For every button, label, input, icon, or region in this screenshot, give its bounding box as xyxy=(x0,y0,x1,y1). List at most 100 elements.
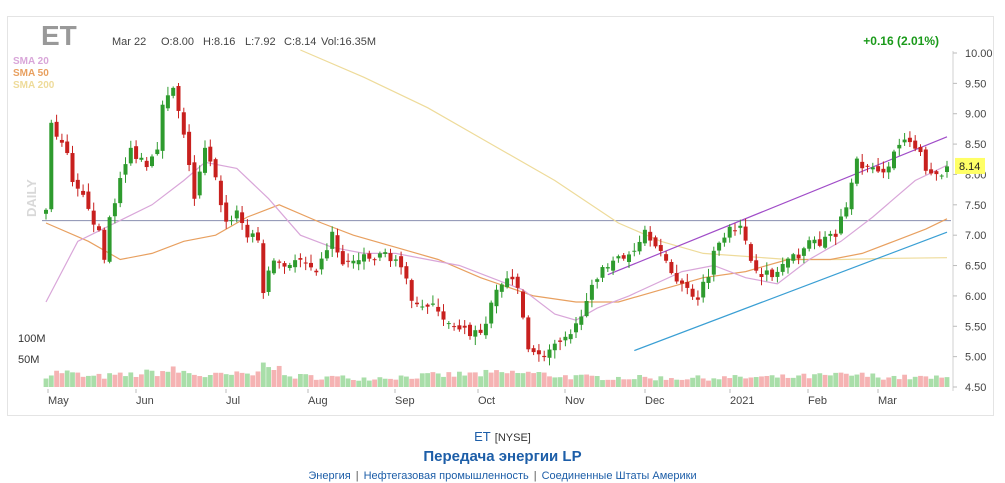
volume-bar xyxy=(255,371,261,387)
candle-body xyxy=(415,302,419,305)
candle-body xyxy=(468,324,472,337)
volume-bar xyxy=(419,373,425,387)
volume-bar xyxy=(737,376,743,387)
volume-bar xyxy=(377,377,383,387)
candle-body xyxy=(377,253,382,258)
candle-body xyxy=(383,252,388,254)
candle-body xyxy=(340,251,345,265)
candle-body xyxy=(203,147,207,173)
candle-body xyxy=(929,169,934,174)
separator-bar: | xyxy=(533,470,537,482)
company-name-link[interactable]: Передача энергии LP xyxy=(423,448,582,465)
x-tick-label: Mar xyxy=(878,395,897,407)
candle-body xyxy=(605,267,610,269)
candle-body xyxy=(754,260,759,271)
candle-body xyxy=(770,269,775,278)
category-industry-link[interactable]: Нефтегазовая промышленность xyxy=(363,470,529,482)
volume-bar xyxy=(117,372,123,387)
volume-bar xyxy=(902,374,907,387)
volume-bar xyxy=(669,378,674,387)
volume-bar xyxy=(335,376,340,387)
candle-body xyxy=(536,350,541,355)
candle-body xyxy=(600,267,605,278)
volume-bar xyxy=(684,379,690,387)
sma200-line xyxy=(300,49,948,261)
candle-body xyxy=(430,303,435,305)
candle-body xyxy=(876,166,881,172)
volume-bar xyxy=(101,378,107,387)
candle-body xyxy=(526,317,531,350)
volume-bar xyxy=(822,374,828,387)
candle-body xyxy=(531,348,536,353)
volume-bar xyxy=(128,372,134,387)
quote-open: O:8.00 xyxy=(161,36,194,48)
candle-body xyxy=(309,262,313,268)
volume-bar xyxy=(616,376,621,387)
volume-bar xyxy=(361,377,367,387)
candle-body xyxy=(330,231,335,249)
volume-bar xyxy=(510,370,515,387)
y-tick-label: 4.50 xyxy=(965,382,986,394)
candle-body xyxy=(155,149,160,155)
volume-label-50m: 50M xyxy=(18,354,39,366)
volume-bar xyxy=(202,377,208,387)
candle-body xyxy=(70,153,75,183)
volume-bar xyxy=(48,375,54,387)
volume-bar xyxy=(144,369,150,387)
volume-bar xyxy=(679,379,685,387)
volume-bar xyxy=(435,373,441,387)
category-sector-link[interactable]: Энергия xyxy=(308,470,351,482)
candle-body xyxy=(685,281,690,288)
volume-bar xyxy=(366,380,372,387)
candle-body xyxy=(399,256,404,268)
volume-bar xyxy=(43,378,49,387)
candle-body xyxy=(171,87,176,96)
candle-body xyxy=(319,258,324,270)
candle-body xyxy=(473,330,478,337)
footer-ticker-symbol[interactable]: ET xyxy=(474,429,491,444)
volume-bar xyxy=(928,378,934,387)
candle-body xyxy=(86,191,91,209)
volume-bar xyxy=(451,376,457,387)
candle-body xyxy=(817,239,822,246)
legend-sma50: SMA 50 xyxy=(13,68,49,79)
candle-body xyxy=(160,104,165,151)
candle-body xyxy=(706,277,711,283)
x-tick-label: Jun xyxy=(136,395,154,407)
candle-body xyxy=(632,250,637,252)
volume-bar xyxy=(843,373,849,387)
volume-bar xyxy=(393,379,399,387)
footer-exchange: [NYSE] xyxy=(494,432,531,444)
candle-body xyxy=(505,278,510,288)
y-tick-label: 9.00 xyxy=(965,109,986,121)
candle-body xyxy=(81,190,86,195)
volume-bar xyxy=(441,376,446,387)
candle-body xyxy=(934,171,939,175)
candle-body xyxy=(139,157,144,160)
volume-bar xyxy=(578,374,584,387)
category-country-link[interactable]: Соединенные Штаты Америки xyxy=(541,470,697,482)
volume-bar xyxy=(812,374,817,387)
volume-bar xyxy=(875,377,881,387)
candle-body xyxy=(563,336,568,341)
volume-bar xyxy=(563,375,568,387)
volume-bar xyxy=(139,374,144,387)
volume-bar xyxy=(775,377,780,387)
last-price-tag xyxy=(955,157,985,174)
candle-body xyxy=(547,349,552,358)
volume-bar xyxy=(891,375,897,387)
volume-bar xyxy=(382,378,388,387)
volume-bar xyxy=(388,378,393,387)
x-tick-label: Oct xyxy=(478,395,495,407)
volume-bar xyxy=(817,373,823,387)
volume-bar xyxy=(313,379,319,387)
candle-body xyxy=(727,226,732,238)
volume-bar xyxy=(706,380,711,387)
volume-bar xyxy=(308,375,314,387)
candle-body xyxy=(913,140,918,149)
candle-body xyxy=(558,340,563,342)
volume-bar xyxy=(859,372,865,387)
volume-bar xyxy=(722,376,727,387)
volume-bar xyxy=(213,372,218,387)
candle-body xyxy=(812,239,817,244)
